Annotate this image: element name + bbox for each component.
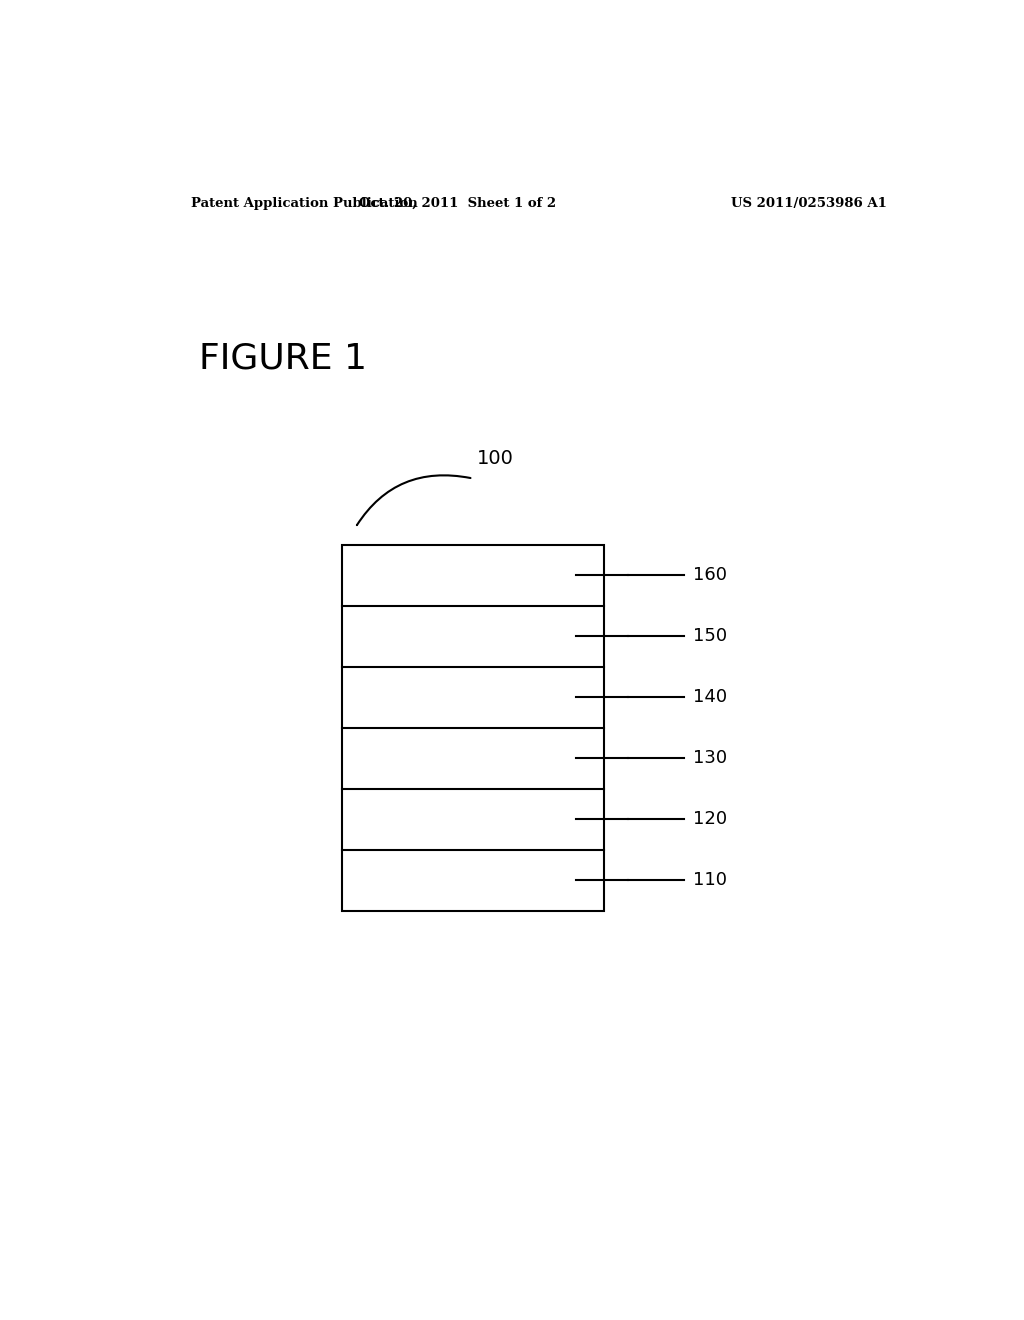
Text: 120: 120 xyxy=(693,810,727,828)
Bar xyxy=(342,545,604,911)
Text: 110: 110 xyxy=(693,871,727,890)
Text: Oct. 20, 2011  Sheet 1 of 2: Oct. 20, 2011 Sheet 1 of 2 xyxy=(358,197,556,210)
Text: 130: 130 xyxy=(693,748,727,767)
Text: FIGURE 1: FIGURE 1 xyxy=(200,342,368,375)
Text: 140: 140 xyxy=(693,688,727,706)
Text: 160: 160 xyxy=(693,566,727,585)
Text: 150: 150 xyxy=(693,627,727,645)
FancyArrowPatch shape xyxy=(357,475,470,525)
Text: Patent Application Publication: Patent Application Publication xyxy=(191,197,418,210)
Text: 100: 100 xyxy=(477,449,514,469)
Text: US 2011/0253986 A1: US 2011/0253986 A1 xyxy=(731,197,887,210)
